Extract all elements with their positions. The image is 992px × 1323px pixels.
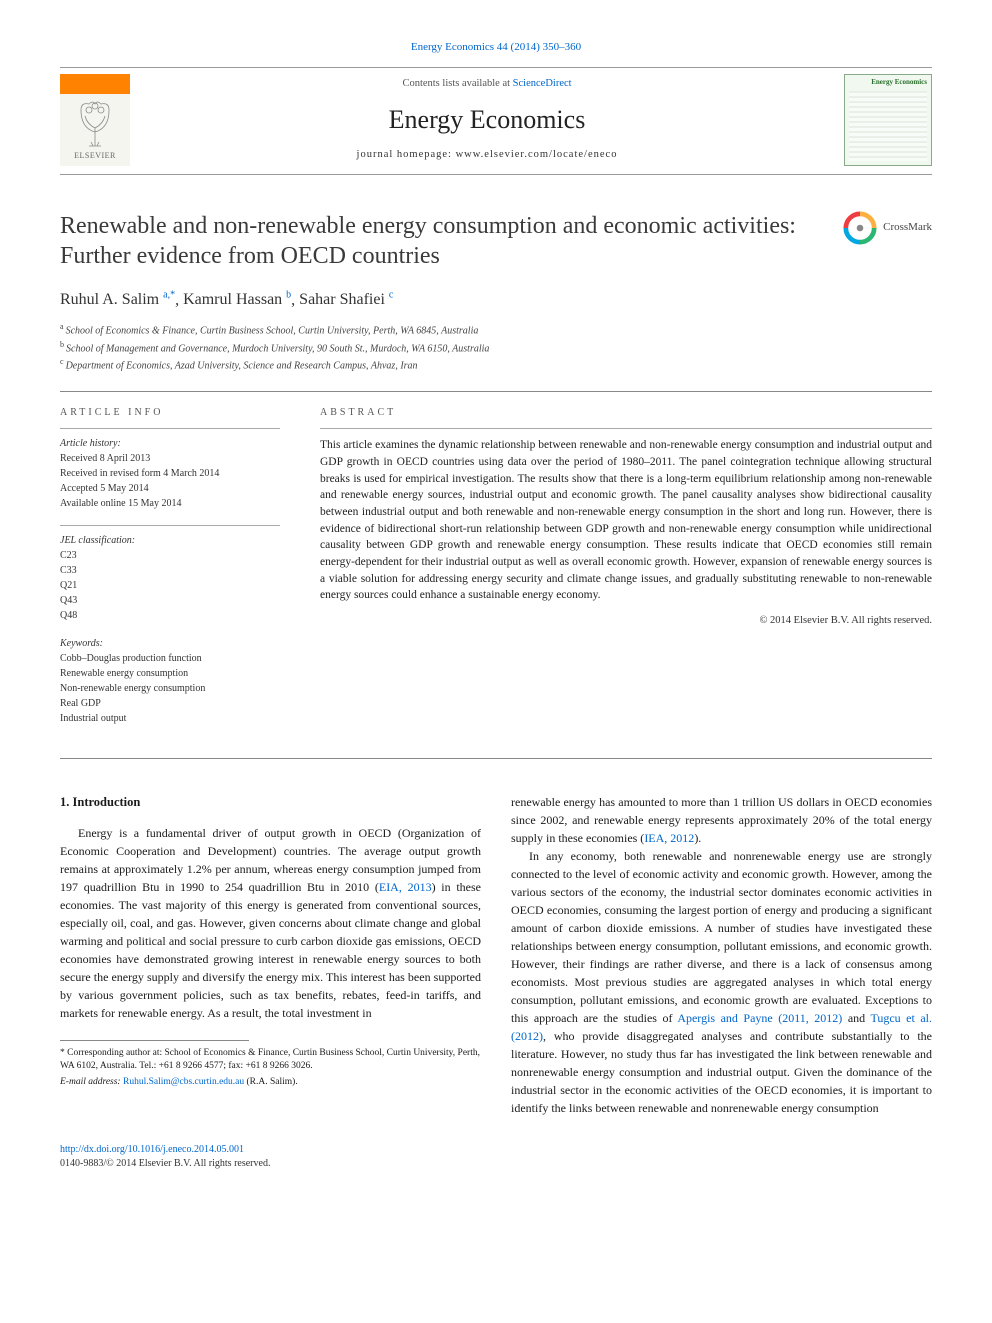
cite-iea-2012[interactable]: IEA, 2012 <box>644 831 694 845</box>
page-footer: http://dx.doi.org/10.1016/j.eneco.2014.0… <box>60 1143 932 1171</box>
cover-body-icon <box>849 91 927 161</box>
history-online: Available online 15 May 2014 <box>60 497 280 511</box>
rule-info-sub <box>60 428 280 429</box>
jel-1: C33 <box>60 564 280 578</box>
cite-eia-2013[interactable]: EIA, 2013 <box>379 880 432 894</box>
homepage-label: journal homepage: <box>357 149 456 160</box>
body-columns: 1. Introduction Energy is a fundamental … <box>60 793 932 1117</box>
crossmark-badge[interactable]: CrossMark <box>843 211 932 245</box>
history-received: Received 8 April 2013 <box>60 452 280 466</box>
keywords-heading: Keywords: <box>60 637 280 651</box>
affiliations: aSchool of Economics & Finance, Curtin B… <box>60 321 932 373</box>
cite-apergis-payne[interactable]: Apergis and Payne (2011, 2012) <box>677 1011 842 1025</box>
abstract-text: This article examines the dynamic relati… <box>320 437 932 604</box>
affiliation-c: cDepartment of Economics, Azad Universit… <box>60 356 932 373</box>
rule-before-info <box>60 391 932 392</box>
homepage-line: journal homepage: www.elsevier.com/locat… <box>150 148 824 163</box>
history-accepted: Accepted 5 May 2014 <box>60 482 280 496</box>
kw-0: Cobb–Douglas production function <box>60 652 280 666</box>
rule-info-sub-2 <box>60 525 280 526</box>
sciencedirect-link[interactable]: ScienceDirect <box>513 78 572 89</box>
journal-name: Energy Economics <box>150 102 824 138</box>
cover-title: Energy Economics <box>849 79 927 87</box>
jel-2: Q21 <box>60 579 280 593</box>
history-group: Article history: Received 8 April 2013 R… <box>60 437 280 511</box>
intro-p1: Energy is a fundamental driver of output… <box>60 824 481 1022</box>
author-1-markers[interactable]: a,* <box>163 290 175 301</box>
body-column-left: 1. Introduction Energy is a fundamental … <box>60 793 481 1117</box>
affiliation-a: aSchool of Economics & Finance, Curtin B… <box>60 321 932 338</box>
article-info-heading: ARTICLE INFO <box>60 406 280 420</box>
homepage-url: www.elsevier.com/locate/eneco <box>456 149 618 160</box>
abstract-column: ABSTRACT This article examines the dynam… <box>320 406 932 740</box>
journal-masthead: ELSEVIER Contents lists available at Sci… <box>60 74 932 165</box>
body-column-right: renewable energy has amounted to more th… <box>511 793 932 1117</box>
contents-prefix: Contents lists available at <box>402 78 512 89</box>
citation-link[interactable]: Energy Economics 44 (2014) 350–360 <box>411 41 581 53</box>
citation-header: Energy Economics 44 (2014) 350–360 <box>60 40 932 55</box>
abstract-heading: ABSTRACT <box>320 406 932 420</box>
crossmark-label: CrossMark <box>883 220 932 235</box>
abstract-copyright: © 2014 Elsevier B.V. All rights reserved… <box>320 614 932 629</box>
rule-top <box>60 67 932 68</box>
authors: Ruhul A. Salim a,*, Kamrul Hassan b, Sah… <box>60 289 932 312</box>
issn-line: 0140-9883/© 2014 Elsevier B.V. All right… <box>60 1157 932 1171</box>
footnotes: * Corresponding author at: School of Eco… <box>60 1047 481 1089</box>
rule-abs-sub <box>320 428 932 429</box>
kw-2: Non-renewable energy consumption <box>60 682 280 696</box>
jel-3: Q43 <box>60 594 280 608</box>
history-revised: Received in revised form 4 March 2014 <box>60 467 280 481</box>
journal-cover-thumbnail: Energy Economics <box>844 74 932 165</box>
intro-p2: In any economy, both renewable and nonre… <box>511 847 932 1117</box>
jel-group: JEL classification: C23 C33 Q21 Q43 Q48 <box>60 534 280 623</box>
keywords-group: Keywords: Cobb–Douglas production functi… <box>60 637 280 726</box>
kw-1: Renewable energy consumption <box>60 667 280 681</box>
section-heading: 1. Introduction <box>60 793 481 812</box>
email-footnote: E-mail address: Ruhul.Salim@cbs.curtin.e… <box>60 1076 481 1089</box>
kw-4: Industrial output <box>60 712 280 726</box>
author-2-markers[interactable]: b <box>286 290 291 301</box>
article-info-column: ARTICLE INFO Article history: Received 8… <box>60 406 280 740</box>
elsevier-tree-icon: ELSEVIER <box>60 94 130 165</box>
rule-after-abstract <box>60 758 932 759</box>
doi-link[interactable]: http://dx.doi.org/10.1016/j.eneco.2014.0… <box>60 1144 244 1155</box>
author-2: Kamrul Hassan b <box>183 291 291 308</box>
history-heading: Article history: <box>60 437 280 451</box>
elsevier-orange-bar <box>60 74 130 94</box>
email-link[interactable]: Ruhul.Salim@cbs.curtin.edu.au <box>123 1077 244 1087</box>
rule-masthead-bottom <box>60 174 932 175</box>
author-3: Sahar Shafiei c <box>299 291 393 308</box>
intro-p1-cont: renewable energy has amounted to more th… <box>511 793 932 847</box>
crossmark-icon <box>843 211 877 245</box>
corresponding-footnote: * Corresponding author at: School of Eco… <box>60 1047 481 1074</box>
footnote-rule <box>60 1040 249 1041</box>
kw-3: Real GDP <box>60 697 280 711</box>
article-title: Renewable and non-renewable energy consu… <box>60 211 823 271</box>
author-1: Ruhul A. Salim a,* <box>60 291 175 308</box>
elsevier-name: ELSEVIER <box>74 150 116 161</box>
jel-0: C23 <box>60 549 280 563</box>
jel-4: Q48 <box>60 609 280 623</box>
jel-heading: JEL classification: <box>60 534 280 548</box>
title-row: Renewable and non-renewable energy consu… <box>60 211 932 271</box>
masthead-center: Contents lists available at ScienceDirec… <box>150 74 824 165</box>
author-3-markers[interactable]: c <box>389 290 393 301</box>
elsevier-logo: ELSEVIER <box>60 74 130 165</box>
affiliation-b: bSchool of Management and Governance, Mu… <box>60 339 932 356</box>
info-abstract-row: ARTICLE INFO Article history: Received 8… <box>60 406 932 740</box>
contents-line: Contents lists available at ScienceDirec… <box>150 77 824 92</box>
